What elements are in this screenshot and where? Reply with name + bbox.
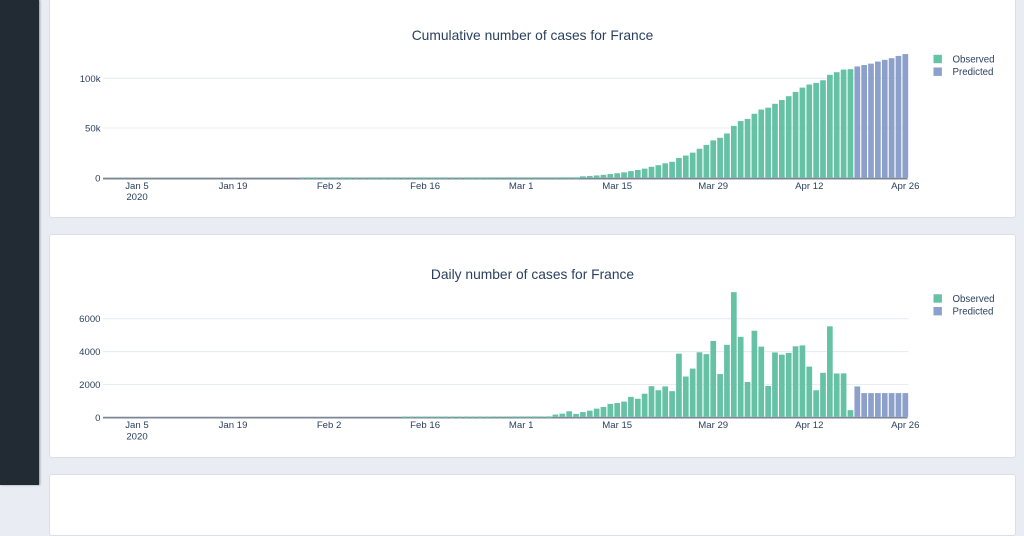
svg-text:Apr 12: Apr 12 — [795, 181, 823, 192]
svg-text:0: 0 — [95, 413, 100, 424]
svg-text:Observed: Observed — [953, 294, 995, 305]
svg-text:Mar 29: Mar 29 — [698, 420, 728, 431]
svg-text:Jan 5: Jan 5 — [125, 420, 148, 431]
svg-text:Predicted: Predicted — [953, 307, 994, 318]
svg-text:Mar 29: Mar 29 — [698, 181, 728, 192]
svg-text:Jan 19: Jan 19 — [219, 420, 248, 431]
svg-text:Mar 15: Mar 15 — [602, 420, 632, 431]
svg-text:2020: 2020 — [126, 192, 147, 203]
svg-text:Apr 12: Apr 12 — [795, 420, 823, 431]
svg-text:Feb 16: Feb 16 — [410, 420, 440, 431]
svg-text:4000: 4000 — [79, 347, 100, 358]
svg-text:Mar 1: Mar 1 — [509, 420, 534, 431]
svg-text:Apr 26: Apr 26 — [891, 181, 919, 192]
svg-text:2020: 2020 — [126, 431, 147, 442]
svg-text:Apr 26: Apr 26 — [891, 420, 919, 431]
svg-text:Mar 15: Mar 15 — [602, 181, 632, 192]
svg-text:2000: 2000 — [79, 380, 100, 391]
svg-text:Jan 19: Jan 19 — [219, 181, 248, 192]
svg-text:100k: 100k — [80, 74, 101, 85]
svg-text:Feb 2: Feb 2 — [317, 181, 342, 192]
svg-text:Feb 16: Feb 16 — [410, 181, 440, 192]
svg-text:0: 0 — [95, 173, 100, 184]
svg-text:Daily number of cases for Fran: Daily number of cases for France — [431, 267, 635, 282]
svg-text:Observed: Observed — [953, 54, 995, 65]
svg-text:Predicted: Predicted — [953, 67, 994, 78]
svg-text:50k: 50k — [85, 123, 101, 134]
svg-text:Jan 5: Jan 5 — [125, 181, 148, 192]
svg-text:Mar 1: Mar 1 — [509, 181, 534, 192]
svg-text:6000: 6000 — [79, 314, 100, 325]
svg-text:Cumulative number of cases for: Cumulative number of cases for France — [412, 28, 654, 43]
svg-text:Feb 2: Feb 2 — [317, 420, 342, 431]
